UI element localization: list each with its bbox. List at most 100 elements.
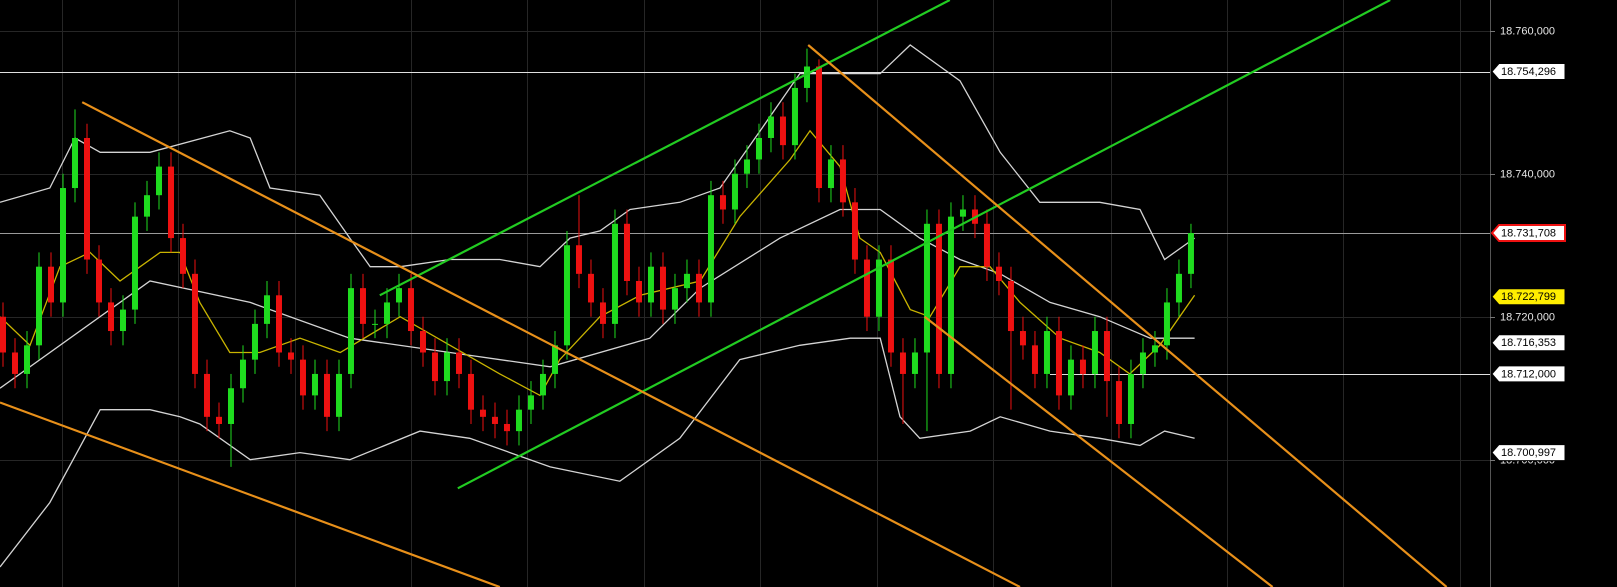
candle-body	[647, 266, 654, 303]
candle-body	[479, 409, 486, 417]
candle-body	[95, 259, 102, 303]
candle-body	[767, 116, 774, 138]
candle-body	[623, 223, 630, 281]
candle-body	[383, 302, 390, 324]
candle-body	[503, 423, 510, 432]
trend-line	[0, 401, 501, 587]
trend-line	[81, 101, 1021, 587]
candle-body	[251, 323, 258, 360]
candle-body	[995, 266, 1002, 281]
indicator-line	[0, 129, 1196, 397]
y-tick-label: 18.720,000	[1500, 311, 1555, 323]
candle-body	[455, 352, 462, 374]
candle-body	[119, 309, 126, 332]
candle-body	[215, 416, 222, 424]
candle-body	[1127, 373, 1134, 424]
price-tag-label: 18.722,799	[1501, 291, 1556, 303]
candle-body	[947, 216, 954, 374]
candle-body	[395, 288, 402, 303]
y-tick-label: 18.740,000	[1500, 168, 1555, 180]
candle-body	[1043, 331, 1050, 374]
price-tag-label: 18.754,296	[1501, 66, 1556, 78]
candle-body	[335, 373, 342, 417]
candle-body	[1163, 302, 1170, 346]
candle-body	[1067, 359, 1074, 396]
candle-body	[287, 352, 294, 360]
candle-body	[239, 359, 246, 389]
trend-line	[379, 0, 951, 297]
candle-body	[1031, 345, 1038, 374]
price-tag-label: 18.716,353	[1501, 337, 1556, 349]
candle-body	[155, 166, 162, 196]
candle-body	[179, 238, 186, 274]
candle-body	[311, 373, 318, 396]
candle-body	[1079, 359, 1086, 374]
candle-body	[719, 195, 726, 210]
trend-line	[923, 315, 1274, 587]
candle-body	[983, 223, 990, 267]
candle-body	[59, 188, 66, 303]
candle-body	[431, 352, 438, 382]
candle-body	[419, 331, 426, 353]
candle-body	[827, 159, 834, 189]
candle-body	[83, 137, 90, 260]
candle-body	[899, 352, 906, 374]
candle-body	[299, 359, 306, 396]
candle-body	[227, 388, 234, 424]
candle-body	[203, 373, 210, 417]
candle-body	[755, 137, 762, 160]
candle-body	[959, 209, 966, 217]
candle-body	[575, 245, 582, 274]
candle-body	[803, 66, 810, 88]
candle-body	[131, 216, 138, 310]
candle-body	[107, 302, 114, 332]
candle-body	[443, 352, 450, 382]
candle-body	[47, 266, 54, 303]
candle-body	[863, 259, 870, 317]
candle-body	[1007, 280, 1014, 332]
candle-body	[1139, 352, 1146, 374]
candle-body	[779, 116, 786, 146]
candle-body	[563, 245, 570, 346]
candle-body	[371, 323, 378, 325]
price-tag-label: 18.731,708	[1501, 227, 1556, 239]
trend-line	[807, 44, 1448, 587]
candle-body	[743, 159, 750, 174]
indicator-line	[0, 337, 1195, 568]
candle-body	[323, 373, 330, 417]
price-tag	[1491, 444, 1566, 462]
candle-body	[407, 288, 414, 332]
candle-body	[467, 373, 474, 410]
y-tick-label: 18.760,000	[1500, 25, 1555, 37]
candle-body	[935, 223, 942, 374]
candle-body	[167, 166, 174, 239]
candle-body	[143, 195, 150, 217]
candle-body	[35, 266, 42, 346]
candle-body	[587, 273, 594, 303]
price-tag	[1491, 63, 1566, 81]
price-tag-label: 18.712,000	[1501, 368, 1556, 380]
candle-body	[491, 416, 498, 424]
price-tag	[1491, 334, 1566, 352]
candle-body	[671, 288, 678, 310]
price-tag	[1490, 224, 1566, 243]
indicator-line	[0, 44, 1195, 268]
candle-body	[695, 273, 702, 303]
candle-body	[1115, 381, 1122, 424]
candle-body	[851, 202, 858, 260]
candle-body	[347, 288, 354, 374]
candle-body	[1055, 331, 1062, 396]
price-tag	[1491, 365, 1566, 383]
candle-body	[683, 273, 690, 289]
candle-body	[515, 409, 522, 432]
candle-body	[599, 302, 606, 324]
candle-body	[527, 395, 534, 410]
candle-body	[1175, 273, 1182, 303]
candle-body	[11, 352, 18, 374]
candle-body	[875, 259, 882, 317]
candle-body	[815, 66, 822, 189]
candle-body	[0, 316, 6, 353]
candle-body	[731, 173, 738, 210]
